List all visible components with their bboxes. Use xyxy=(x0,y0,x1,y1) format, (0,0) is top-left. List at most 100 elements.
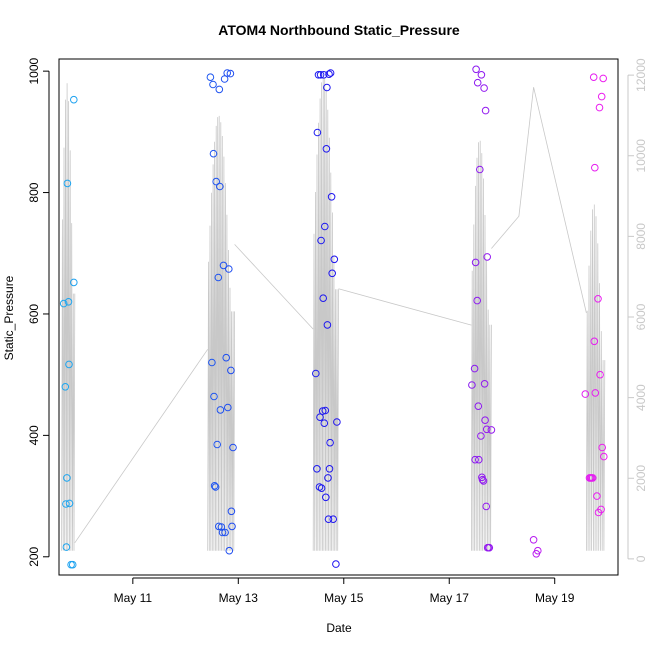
y-tick-label: 600 xyxy=(27,304,41,324)
data-point xyxy=(65,360,73,369)
data-point xyxy=(468,381,476,389)
data-point xyxy=(210,392,218,401)
data-point xyxy=(225,265,233,273)
y-tick-label: 400 xyxy=(27,425,41,445)
data-point xyxy=(600,452,608,461)
y2-tick-label: 2000 xyxy=(634,465,648,492)
y-tick-label: 800 xyxy=(27,182,41,202)
data-point xyxy=(206,73,215,81)
data-point xyxy=(316,413,324,422)
data-point xyxy=(481,106,490,115)
data-point xyxy=(596,370,604,379)
data-point xyxy=(218,528,227,537)
data-point xyxy=(322,145,331,153)
data-point xyxy=(327,193,336,201)
y-axis-label: Static_Pressure xyxy=(2,275,16,360)
data-point xyxy=(216,406,225,414)
data-point xyxy=(477,432,485,440)
line-connector-3 xyxy=(491,87,587,314)
data-point xyxy=(317,484,326,493)
data-point xyxy=(63,179,72,188)
data-point xyxy=(64,298,73,306)
data-point xyxy=(475,455,483,464)
line-connector-0 xyxy=(74,349,209,544)
data-point xyxy=(313,128,322,137)
pressure-line-layer xyxy=(61,75,606,551)
data-point xyxy=(534,546,542,555)
data-point xyxy=(319,294,328,303)
data-point xyxy=(597,92,606,101)
data-point xyxy=(223,69,231,77)
line-burst-3 xyxy=(470,140,492,551)
data-point xyxy=(472,65,480,74)
data-point xyxy=(482,502,491,511)
data-point xyxy=(70,278,78,287)
data-point xyxy=(210,482,219,490)
data-point xyxy=(597,505,605,514)
data-point xyxy=(328,269,337,278)
line-burst-2 xyxy=(312,75,339,551)
data-point xyxy=(228,522,236,531)
data-point xyxy=(325,465,334,473)
data-point xyxy=(593,492,601,500)
data-point xyxy=(483,253,492,261)
x-tick-label: May 15 xyxy=(324,591,364,605)
data-point xyxy=(321,406,330,415)
data-point xyxy=(217,523,226,531)
pressure-point-layer xyxy=(59,65,608,569)
data-point xyxy=(480,380,489,388)
data-point xyxy=(482,425,491,434)
data-point xyxy=(215,85,224,94)
data-point xyxy=(324,474,332,482)
data-point xyxy=(313,465,321,473)
y2-tick-label: 6000 xyxy=(634,303,648,330)
data-point xyxy=(470,364,479,373)
x-axis-label: Date xyxy=(326,621,352,635)
data-point xyxy=(211,483,220,491)
data-point xyxy=(224,403,232,412)
data-point xyxy=(323,321,332,329)
data-point xyxy=(322,493,330,502)
data-point xyxy=(219,261,228,270)
data-point xyxy=(476,165,484,174)
y2-tick-label: 0 xyxy=(634,555,648,562)
data-point xyxy=(595,103,604,112)
data-point xyxy=(213,440,221,449)
data-point xyxy=(209,149,218,158)
x-tick-label: May 13 xyxy=(219,591,259,605)
data-point xyxy=(473,78,482,87)
data-point xyxy=(62,500,70,508)
data-point xyxy=(59,299,68,308)
data-point xyxy=(588,474,597,482)
data-point xyxy=(208,358,216,367)
data-point xyxy=(227,366,235,375)
data-point xyxy=(321,222,329,231)
data-point xyxy=(471,258,480,267)
data-point xyxy=(62,543,71,551)
data-point xyxy=(325,70,333,78)
data-point xyxy=(581,390,590,398)
data-point xyxy=(227,507,236,516)
data-point xyxy=(317,236,325,245)
data-point xyxy=(326,438,334,447)
data-point xyxy=(479,477,488,485)
data-point xyxy=(589,73,598,81)
data-point xyxy=(590,337,599,346)
data-point xyxy=(599,74,608,83)
plot-frame xyxy=(58,58,619,576)
y-tick-label: 200 xyxy=(27,546,41,566)
y2-tick-label: 4000 xyxy=(634,384,648,411)
data-point xyxy=(471,455,479,464)
line-connector-1 xyxy=(234,244,314,330)
y2-tick-label: 12000 xyxy=(634,58,648,92)
data-point xyxy=(474,402,483,411)
data-point xyxy=(473,296,482,305)
data-point xyxy=(324,515,333,524)
data-point xyxy=(333,418,341,426)
y2-tick-label: 8000 xyxy=(634,223,648,250)
x-tick-label: May 19 xyxy=(535,591,575,605)
data-point xyxy=(329,515,338,524)
data-point xyxy=(214,273,223,282)
y-tick-label: 1000 xyxy=(27,57,41,84)
